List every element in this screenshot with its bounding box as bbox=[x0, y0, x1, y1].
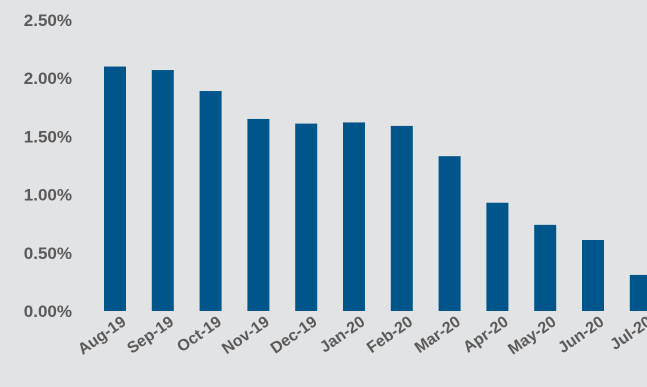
y-tick-label: 2.50% bbox=[24, 11, 72, 30]
x-tick-label: Mar-20 bbox=[412, 313, 464, 357]
bar-apr-20 bbox=[486, 202, 509, 311]
bar-jan-20 bbox=[343, 122, 365, 311]
bar-may-20 bbox=[534, 224, 557, 311]
y-tick-label: 1.50% bbox=[24, 127, 72, 146]
x-tick-label: Jul-20 bbox=[607, 313, 647, 354]
bar-sep-19 bbox=[151, 70, 174, 311]
bar-feb-20 bbox=[390, 125, 413, 311]
x-tick-label: May-20 bbox=[505, 313, 559, 358]
bars bbox=[104, 66, 647, 311]
bar-jul-20 bbox=[629, 274, 647, 311]
x-tick-label: Aug-19 bbox=[75, 313, 129, 358]
bar-nov-19 bbox=[247, 118, 270, 311]
bar-aug-19 bbox=[104, 66, 126, 311]
x-tick-label: Dec-19 bbox=[268, 313, 321, 357]
x-tick-label: Apr-20 bbox=[460, 313, 511, 356]
x-tick-label: Oct-19 bbox=[174, 313, 225, 356]
y-tick-label: 1.00% bbox=[24, 186, 72, 205]
x-tick-label: Jan-20 bbox=[317, 313, 368, 356]
bar-dec-19 bbox=[295, 123, 318, 311]
x-tick-label: Sep-19 bbox=[124, 313, 177, 357]
x-tick-label: Jun-20 bbox=[555, 313, 607, 357]
y-axis: 0.00% 0.50% 1.00% 1.50% 2.00% 2.50% bbox=[24, 11, 72, 321]
x-axis: Aug-19Sep-19Oct-19Nov-19Dec-19Jan-20Feb-… bbox=[75, 313, 647, 358]
x-tick-label: Nov-19 bbox=[219, 313, 273, 358]
y-tick-label: 2.00% bbox=[24, 69, 72, 88]
bar-oct-19 bbox=[199, 91, 222, 311]
bar-mar-20 bbox=[438, 156, 461, 311]
y-tick-label: 0.50% bbox=[24, 244, 72, 263]
bar-jun-20 bbox=[582, 239, 604, 311]
x-tick-label: Feb-20 bbox=[364, 313, 416, 357]
y-tick-label: 0.00% bbox=[24, 302, 72, 321]
